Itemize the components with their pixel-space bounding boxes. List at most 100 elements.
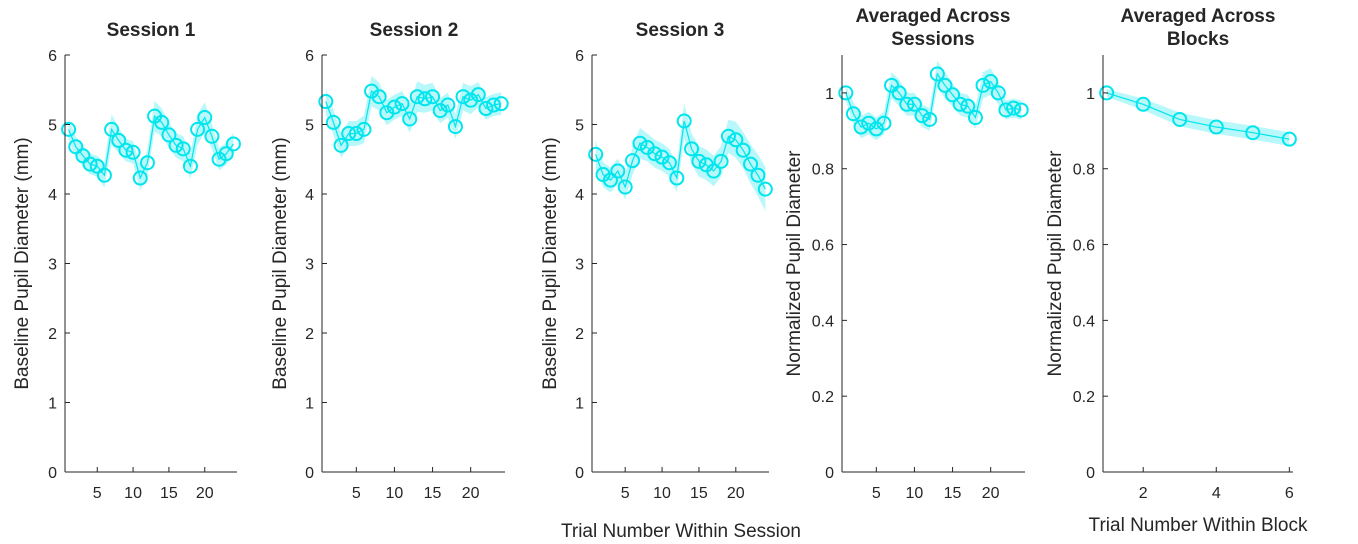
y-tick-label: 3 bbox=[575, 257, 584, 274]
data-point bbox=[61, 121, 77, 137]
data-point bbox=[684, 141, 700, 157]
data-point bbox=[111, 132, 127, 148]
data-point bbox=[218, 146, 234, 162]
data-point bbox=[617, 179, 633, 195]
data-point bbox=[757, 181, 773, 197]
panel-title-line: Averaged Across bbox=[1121, 6, 1276, 27]
y-tick-label: 6 bbox=[575, 48, 584, 65]
x-tick-label: 15 bbox=[424, 485, 442, 502]
data-point bbox=[96, 167, 112, 183]
data-point bbox=[1099, 85, 1115, 101]
data-point bbox=[168, 137, 184, 153]
data-point bbox=[720, 128, 736, 144]
data-point bbox=[906, 96, 922, 112]
data-point bbox=[929, 66, 945, 82]
data-point bbox=[998, 102, 1014, 118]
data-point bbox=[876, 115, 892, 131]
data-point bbox=[891, 85, 907, 101]
data-point bbox=[182, 158, 198, 174]
x-tick-label: 4 bbox=[1212, 485, 1221, 502]
panel-title-line: Blocks bbox=[1167, 29, 1229, 50]
series-line bbox=[845, 72, 1022, 130]
data-point bbox=[139, 155, 155, 171]
data-point bbox=[409, 89, 425, 105]
error-band bbox=[68, 100, 234, 191]
data-point bbox=[204, 128, 220, 144]
x-tick-label: 5 bbox=[352, 485, 361, 502]
y-tick-label: 5 bbox=[305, 118, 314, 135]
data-point bbox=[588, 146, 604, 162]
data-point bbox=[333, 137, 349, 153]
x-tick-label: 6 bbox=[1285, 485, 1294, 502]
x-tick-label: 20 bbox=[462, 485, 480, 502]
y-tick-label: 1 bbox=[575, 396, 584, 413]
data-point bbox=[1245, 125, 1261, 141]
data-point bbox=[325, 114, 341, 130]
data-point bbox=[990, 85, 1006, 101]
y-tick-label: 3 bbox=[48, 257, 57, 274]
data-point bbox=[945, 87, 961, 103]
data-point bbox=[952, 96, 968, 112]
chart-panel-1: 0 1 2 3 4 5 6 5 10 15 20 Session 1 Baseline Pupil Di… bbox=[12, 20, 241, 502]
data-point bbox=[175, 141, 191, 157]
data-point bbox=[356, 121, 372, 137]
x-tick-label: 2 bbox=[1139, 485, 1148, 502]
y-tick-label: 2 bbox=[48, 326, 57, 343]
y-axis-label: Baseline Pupil Diameter (mm) bbox=[540, 137, 561, 389]
data-point bbox=[922, 111, 938, 127]
y-tick-label: 1 bbox=[1086, 86, 1095, 103]
x-tick-label: 5 bbox=[93, 485, 102, 502]
panel-title: Session 3 bbox=[636, 20, 725, 41]
y-tick-label: 4 bbox=[305, 187, 314, 204]
data-point bbox=[899, 96, 915, 112]
x-tick-label: 20 bbox=[196, 485, 214, 502]
x-tick-label: 15 bbox=[690, 485, 708, 502]
y-tick-label: 1 bbox=[48, 396, 57, 413]
data-point bbox=[478, 101, 494, 117]
data-point bbox=[447, 119, 463, 135]
y-tick-label: 0.4 bbox=[1073, 313, 1095, 330]
data-point bbox=[341, 126, 357, 142]
y-tick-label: 0.4 bbox=[812, 313, 834, 330]
panel-title: Session 2 bbox=[370, 20, 459, 41]
data-point bbox=[960, 98, 976, 114]
y-tick-label: 6 bbox=[305, 48, 314, 65]
panel-title: Averaged Across Blocks bbox=[1121, 6, 1276, 50]
y-tick-label: 5 bbox=[575, 118, 584, 135]
y-tick-label: 0.6 bbox=[812, 238, 834, 255]
data-point bbox=[82, 156, 98, 172]
data-point bbox=[371, 89, 387, 105]
data-point bbox=[625, 153, 641, 169]
data-point bbox=[676, 113, 692, 129]
data-point bbox=[602, 172, 618, 188]
y-axis-label: Baseline Pupil Diameter (mm) bbox=[270, 137, 291, 389]
data-point bbox=[402, 111, 418, 127]
error-band bbox=[595, 103, 766, 212]
data-point bbox=[161, 127, 177, 143]
data-point bbox=[425, 89, 441, 105]
y-tick-label: 0.8 bbox=[1073, 162, 1095, 179]
data-point bbox=[743, 156, 759, 172]
data-point bbox=[154, 114, 170, 130]
data-point bbox=[1172, 111, 1188, 127]
x-axis-label: Trial Number Within Session bbox=[561, 521, 801, 542]
y-tick-label: 0.8 bbox=[812, 162, 834, 179]
data-point bbox=[440, 97, 456, 113]
data-point bbox=[132, 170, 148, 186]
data-point bbox=[838, 85, 854, 101]
y-tick-label: 0 bbox=[1086, 465, 1095, 482]
data-point bbox=[118, 142, 134, 158]
data-point bbox=[417, 91, 433, 107]
data-point bbox=[937, 77, 953, 93]
data-point bbox=[728, 132, 744, 148]
data-point bbox=[1006, 100, 1022, 116]
panel-title-line: Session 3 bbox=[636, 20, 725, 41]
y-axis-label: Normalized Pupil Diameter bbox=[1045, 150, 1066, 377]
data-point bbox=[348, 126, 364, 142]
y-tick-label: 0 bbox=[305, 465, 314, 482]
y-tick-label: 0 bbox=[575, 465, 584, 482]
data-point bbox=[706, 163, 722, 179]
data-point bbox=[1208, 119, 1224, 135]
data-point bbox=[455, 89, 471, 105]
